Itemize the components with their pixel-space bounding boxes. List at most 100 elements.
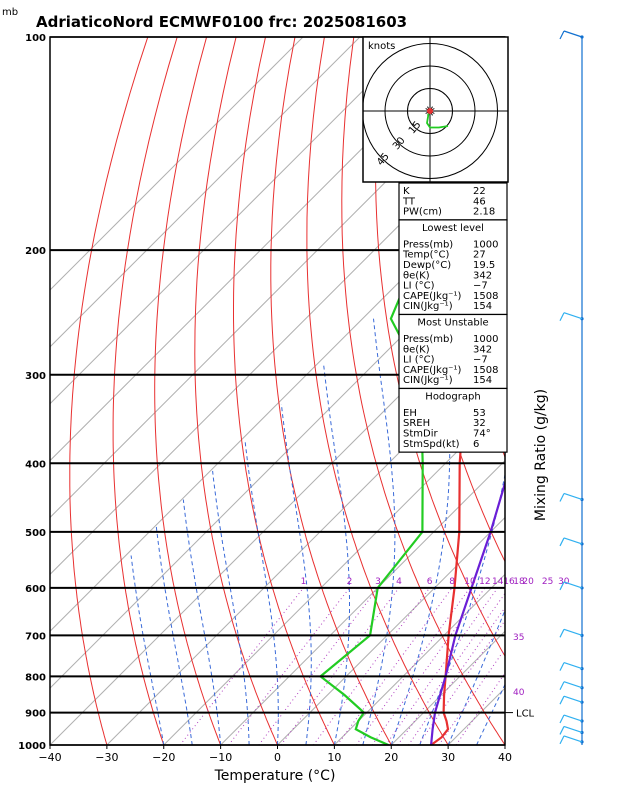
isotherm-line	[220, 459, 505, 745]
mixing-ratio-label: 20	[522, 577, 534, 587]
pressure-unit-label: mb	[2, 7, 18, 18]
index-value: 154	[473, 375, 492, 386]
index-label: Press(mb)	[403, 334, 453, 345]
hodograph-origin	[427, 108, 433, 114]
wind-barb-flag	[559, 735, 565, 745]
index-value: 74°	[473, 429, 491, 440]
wind-barb	[563, 695, 583, 703]
wind-barb	[563, 681, 583, 689]
wind-barb-flag	[559, 629, 565, 638]
dry-adiabat-line	[112, 37, 178, 745]
index-box	[398, 387, 508, 453]
y-tick-label: 1000	[18, 741, 46, 752]
index-value: −7	[473, 281, 488, 292]
index-label: StmDir	[403, 429, 438, 440]
isotherm-line	[163, 403, 505, 745]
index-box-title: Hodograph	[425, 391, 480, 402]
x-tick-label: 10	[327, 751, 341, 764]
mixing-ratio-label: 12	[479, 577, 490, 587]
index-label: Dewp(°C)	[403, 260, 451, 271]
moist-adiabat-line	[182, 499, 222, 745]
wind-barb	[563, 492, 583, 501]
profile-parcel	[430, 479, 505, 745]
y-tick-label: 500	[25, 528, 46, 539]
wind-barb	[563, 628, 583, 636]
index-label: TT	[402, 196, 416, 207]
mixing-ratio-line	[407, 606, 505, 745]
dry-adiabat-line	[306, 37, 449, 745]
index-value: −7	[473, 355, 488, 366]
hodograph-rings	[363, 43, 498, 179]
y-tick-label: 100	[25, 33, 46, 44]
index-label: EH	[403, 408, 417, 419]
wind-barb	[563, 581, 583, 589]
dry-adiabat-line	[233, 37, 335, 745]
mixing-ratio-label: 25	[542, 577, 553, 587]
mixing-ratio-line	[258, 587, 379, 745]
wind-barb	[563, 714, 583, 722]
index-label: θe(K)	[403, 270, 430, 281]
y-tick-label: 900	[25, 709, 46, 720]
y-tick-label: 600	[25, 584, 46, 595]
index-label: LI (°C)	[403, 281, 435, 292]
chart-title: AdriaticoNord ECMWF0100 frc: 2025081603	[36, 13, 407, 31]
y-tick-label: 700	[25, 631, 46, 642]
wind-barb-flag	[559, 312, 565, 322]
indices-panel: K 22 TT 46 PW(cm) 2.18 Lowest level Press(mb) 10…	[398, 182, 508, 453]
wind-barb	[563, 725, 583, 734]
index-value: 154	[473, 301, 492, 312]
mixing-ratio-label: 2	[347, 577, 353, 587]
index-value: 27	[473, 250, 486, 261]
x-tick-label: 0	[274, 751, 281, 764]
hodograph-ring	[384, 65, 476, 157]
wind-barb	[563, 662, 583, 670]
index-box-title: Lowest level	[422, 223, 484, 234]
x-tick-label: −30	[95, 751, 118, 764]
moist-adiabat-line	[323, 364, 350, 745]
index-value: 6	[473, 439, 479, 450]
index-label: θe(K)	[403, 344, 430, 355]
moist-adiabat-line	[362, 318, 396, 745]
index-box	[398, 182, 508, 221]
x-tick-label: −10	[209, 751, 232, 764]
hodograph-frame	[362, 36, 509, 183]
mixing-ratio-label: 3	[375, 577, 381, 587]
dry-adiabat-line	[194, 37, 278, 745]
wetbulb-label: 35	[513, 633, 524, 643]
mixing-ratio-label: 10	[464, 577, 476, 587]
moist-adiabat-line	[280, 404, 312, 745]
dry-adiabat-line	[341, 37, 505, 745]
wind-barb-flag	[559, 714, 565, 724]
mixing-ratio-line	[438, 648, 505, 745]
x-tick-label: −40	[38, 751, 61, 764]
index-value: 1000	[473, 239, 498, 250]
x-tick-label: 30	[441, 751, 455, 764]
hodograph-ring	[363, 43, 498, 179]
index-box-title: Most Unstable	[417, 317, 488, 328]
dry-adiabat-line	[270, 37, 392, 745]
wind-barb	[563, 312, 583, 320]
y-tick-label: 200	[25, 246, 46, 257]
mixing-ratio-label: 18	[513, 577, 525, 587]
index-value: 1000	[473, 334, 498, 345]
index-label: Press(mb)	[403, 239, 453, 250]
wind-barb-flag	[559, 30, 565, 40]
dry-adiabat-line	[154, 37, 222, 745]
index-label: LI (°C)	[403, 355, 435, 366]
wind-barb-flag	[559, 726, 565, 735]
isotherm-line	[277, 516, 505, 745]
wind-barb-flag	[559, 695, 565, 705]
hodograph-ring	[407, 88, 453, 134]
index-label: StmSpd(kt)	[403, 439, 460, 450]
dry-adiabat-line	[69, 37, 149, 745]
plot-clip-group	[50, 37, 505, 745]
y-tick-label: 300	[25, 371, 46, 382]
index-label: CIN(Jkg⁻¹)	[403, 301, 453, 312]
x-tick-label: 20	[384, 751, 398, 764]
x-tick-label: −20	[152, 751, 175, 764]
isotherm-line	[50, 37, 304, 291]
index-label: PW(cm)	[403, 207, 442, 218]
index-value: 46	[473, 196, 486, 207]
index-value: 53	[473, 408, 486, 419]
